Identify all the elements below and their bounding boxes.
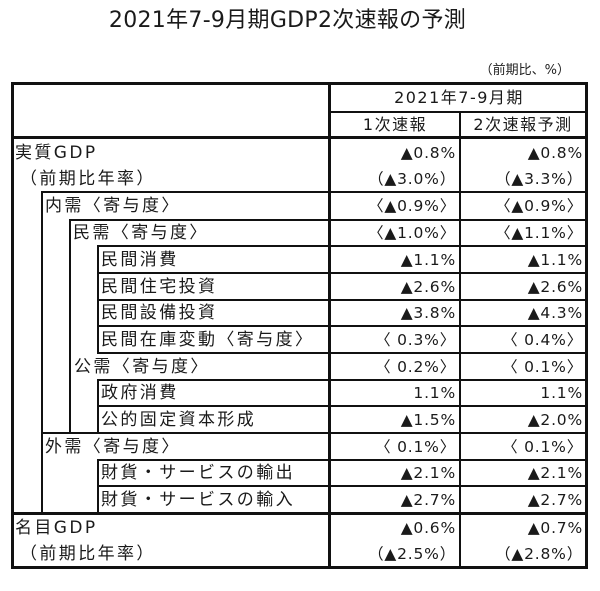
value-second-forecast: ▲2.0% bbox=[527, 411, 583, 429]
column-divider bbox=[459, 112, 461, 568]
row-label: 財貨・サービスの輸出 bbox=[101, 463, 295, 483]
indent-line-level1 bbox=[41, 191, 43, 514]
header-bottom-line bbox=[11, 136, 588, 139]
value-second-forecast: ▲2.7% bbox=[527, 491, 583, 509]
row-line bbox=[11, 512, 588, 515]
row-label: 民間住宅投資 bbox=[101, 277, 218, 297]
row-label: 財貨・サービスの輸入 bbox=[101, 490, 295, 510]
value-second-forecast: ▲1.1% bbox=[527, 251, 583, 269]
value-first-estimate: 1.1% bbox=[413, 384, 456, 402]
row-line bbox=[97, 299, 587, 301]
header-col-second-forecast: 2次速報予測 bbox=[473, 115, 573, 134]
row-line bbox=[97, 245, 587, 247]
value-first-estimate: ▲2.7% bbox=[400, 491, 456, 509]
value-second-forecast: 〈▲1.1%〉 bbox=[495, 224, 583, 242]
value-first-estimate: 〈▲0.9%〉 bbox=[368, 197, 456, 215]
row-label: 公的固定資本形成 bbox=[101, 410, 257, 430]
value-first-estimate: ▲2.6% bbox=[400, 278, 456, 296]
value-first-estimate: ▲0.6% bbox=[400, 519, 456, 537]
value-first-estimate: ▲2.1% bbox=[400, 464, 456, 482]
row-label: 民間設備投資 bbox=[101, 303, 218, 323]
value-second-forecast: ▲0.8% bbox=[527, 144, 583, 162]
table-border-top bbox=[11, 82, 588, 85]
value-second-forecast: ▲4.3% bbox=[527, 304, 583, 322]
row-label: 内需〈寄与度〉 bbox=[45, 196, 181, 216]
subvalue-first-estimate: （▲2.5%） bbox=[368, 545, 456, 563]
table-border-bottom bbox=[11, 566, 588, 569]
row-line bbox=[97, 272, 587, 274]
row-label: 民間消費 bbox=[101, 250, 179, 270]
subvalue-second-forecast: （▲3.3%） bbox=[495, 170, 583, 188]
row-sublabel: （前期比年率） bbox=[20, 169, 156, 189]
row-line bbox=[97, 485, 587, 487]
value-first-estimate: 〈▲1.0%〉 bbox=[368, 224, 456, 242]
row-line bbox=[41, 432, 587, 434]
value-second-forecast: 〈▲0.9%〉 bbox=[495, 197, 583, 215]
row-label: 外需〈寄与度〉 bbox=[45, 437, 181, 457]
value-second-forecast: ▲2.6% bbox=[527, 278, 583, 296]
row-line bbox=[97, 379, 587, 381]
value-first-estimate: 〈 0.3%〉 bbox=[375, 331, 456, 349]
indent-line-level2 bbox=[69, 219, 71, 433]
row-line bbox=[97, 405, 587, 407]
value-second-forecast: 1.1% bbox=[540, 384, 583, 402]
page-title: 2021年7-9月期GDP2次速報の予測 bbox=[108, 8, 467, 33]
row-label: 政府消費 bbox=[101, 383, 179, 403]
row-line bbox=[41, 191, 587, 193]
row-line bbox=[97, 325, 587, 327]
value-second-forecast: ▲2.1% bbox=[527, 464, 583, 482]
header-subline bbox=[328, 111, 587, 113]
row-sublabel: （前期比年率） bbox=[20, 544, 156, 564]
value-first-estimate: ▲1.1% bbox=[400, 251, 456, 269]
row-label: 公需〈寄与度〉 bbox=[74, 357, 210, 377]
row-label: 民需〈寄与度〉 bbox=[73, 223, 209, 243]
unit-note: （前期比、%） bbox=[479, 63, 570, 78]
row-label: 実質GDP bbox=[15, 143, 98, 163]
value-first-estimate: ▲0.8% bbox=[400, 144, 456, 162]
row-label: 名目GDP bbox=[15, 518, 98, 538]
table-border-left bbox=[11, 82, 14, 569]
subvalue-first-estimate: （▲3.0%） bbox=[368, 170, 456, 188]
value-first-estimate: 〈 0.1%〉 bbox=[375, 438, 456, 456]
row-line bbox=[97, 352, 587, 354]
value-second-forecast: ▲0.7% bbox=[527, 519, 583, 537]
row-label: 民間在庫変動〈寄与度〉 bbox=[101, 330, 315, 350]
header-col-first-estimate: 1次速報 bbox=[362, 115, 428, 134]
value-first-estimate: 〈 0.2%〉 bbox=[375, 358, 456, 376]
value-first-estimate: ▲1.5% bbox=[400, 411, 456, 429]
row-line bbox=[97, 459, 587, 461]
subvalue-second-forecast: （▲2.8%） bbox=[495, 545, 583, 563]
value-second-forecast: 〈 0.1%〉 bbox=[502, 358, 583, 376]
header-period: 2021年7-9月期 bbox=[394, 88, 524, 107]
value-second-forecast: 〈 0.4%〉 bbox=[502, 331, 583, 349]
value-second-forecast: 〈 0.1%〉 bbox=[502, 438, 583, 456]
value-first-estimate: ▲3.8% bbox=[400, 304, 456, 322]
row-line bbox=[69, 219, 587, 221]
